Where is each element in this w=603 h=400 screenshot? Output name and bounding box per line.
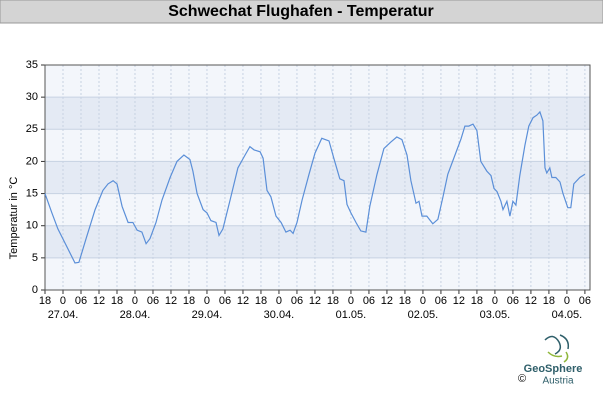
x-tick-label: 06 [75, 295, 87, 307]
date-label: 30.04. [264, 309, 295, 321]
date-label: 02.05. [408, 309, 439, 321]
x-tick-label: 06 [363, 295, 375, 307]
x-tick-label: 18 [183, 295, 195, 307]
x-tick-label: 06 [435, 295, 447, 307]
grid-band [45, 65, 590, 98]
x-tick-label: 12 [165, 295, 177, 307]
date-label: 29.04. [192, 309, 223, 321]
x-tick-label: 0 [492, 295, 498, 307]
y-tick-label: 0 [32, 284, 38, 296]
x-tick-label: 06 [291, 295, 303, 307]
date-label: 27.04. [48, 309, 79, 321]
copyright: © [518, 373, 526, 385]
grid-band [45, 225, 590, 258]
chart-title: Schwechat Flughafen - Temperatur [168, 3, 434, 20]
grid-band [45, 161, 590, 194]
y-tick-label: 20 [26, 155, 38, 167]
x-tick-label: 0 [348, 295, 354, 307]
y-tick-label: 25 [26, 123, 38, 135]
grid-band [45, 257, 590, 290]
y-tick-label: 10 [26, 220, 38, 232]
x-tick-label: 18 [111, 295, 123, 307]
grid-band [45, 97, 590, 130]
x-tick-label: 06 [219, 295, 231, 307]
x-tick-label: 18 [543, 295, 555, 307]
x-tick-label: 12 [93, 295, 105, 307]
y-axis-label: Temperatur in °C [8, 177, 20, 260]
x-tick-label: 12 [381, 295, 393, 307]
date-label: 01.05. [336, 309, 367, 321]
x-tick-label: 18 [399, 295, 411, 307]
title-bar [0, 0, 603, 24]
plot-frame [44, 64, 591, 291]
logo-sub: Austria [542, 376, 574, 387]
x-tick-label: 18 [471, 295, 483, 307]
x-tick-label: 06 [507, 295, 519, 307]
x-tick-label: 18 [39, 295, 51, 307]
x-tick-label: 0 [420, 295, 426, 307]
x-tick-label: 18 [255, 295, 267, 307]
y-tick-label: 15 [26, 187, 38, 199]
x-tick-label: 12 [453, 295, 465, 307]
x-tick-label: 06 [579, 295, 591, 307]
x-tick-label: 0 [204, 295, 210, 307]
logo-icon [544, 334, 570, 363]
x-tick-label: 18 [327, 295, 339, 307]
x-tick-label: 0 [60, 295, 66, 307]
logo-name: GeoSphere [524, 363, 583, 375]
date-label: 28.04. [120, 309, 151, 321]
date-label: 04.05. [552, 309, 583, 321]
y-tick-label: 5 [32, 252, 38, 264]
x-tick-label: 12 [309, 295, 321, 307]
grid-band [45, 193, 590, 226]
x-tick-label: 0 [132, 295, 138, 307]
data-line [44, 110, 586, 264]
x-tick-label: 06 [147, 295, 159, 307]
grid-band [45, 129, 590, 162]
y-tick-label: 35 [26, 59, 38, 71]
date-label: 03.05. [480, 309, 511, 321]
x-tick-label: 0 [564, 295, 570, 307]
x-tick-label: 12 [237, 295, 249, 307]
x-tick-label: 12 [525, 295, 537, 307]
x-tick-label: 0 [276, 295, 282, 307]
y-tick-label: 30 [26, 91, 38, 103]
